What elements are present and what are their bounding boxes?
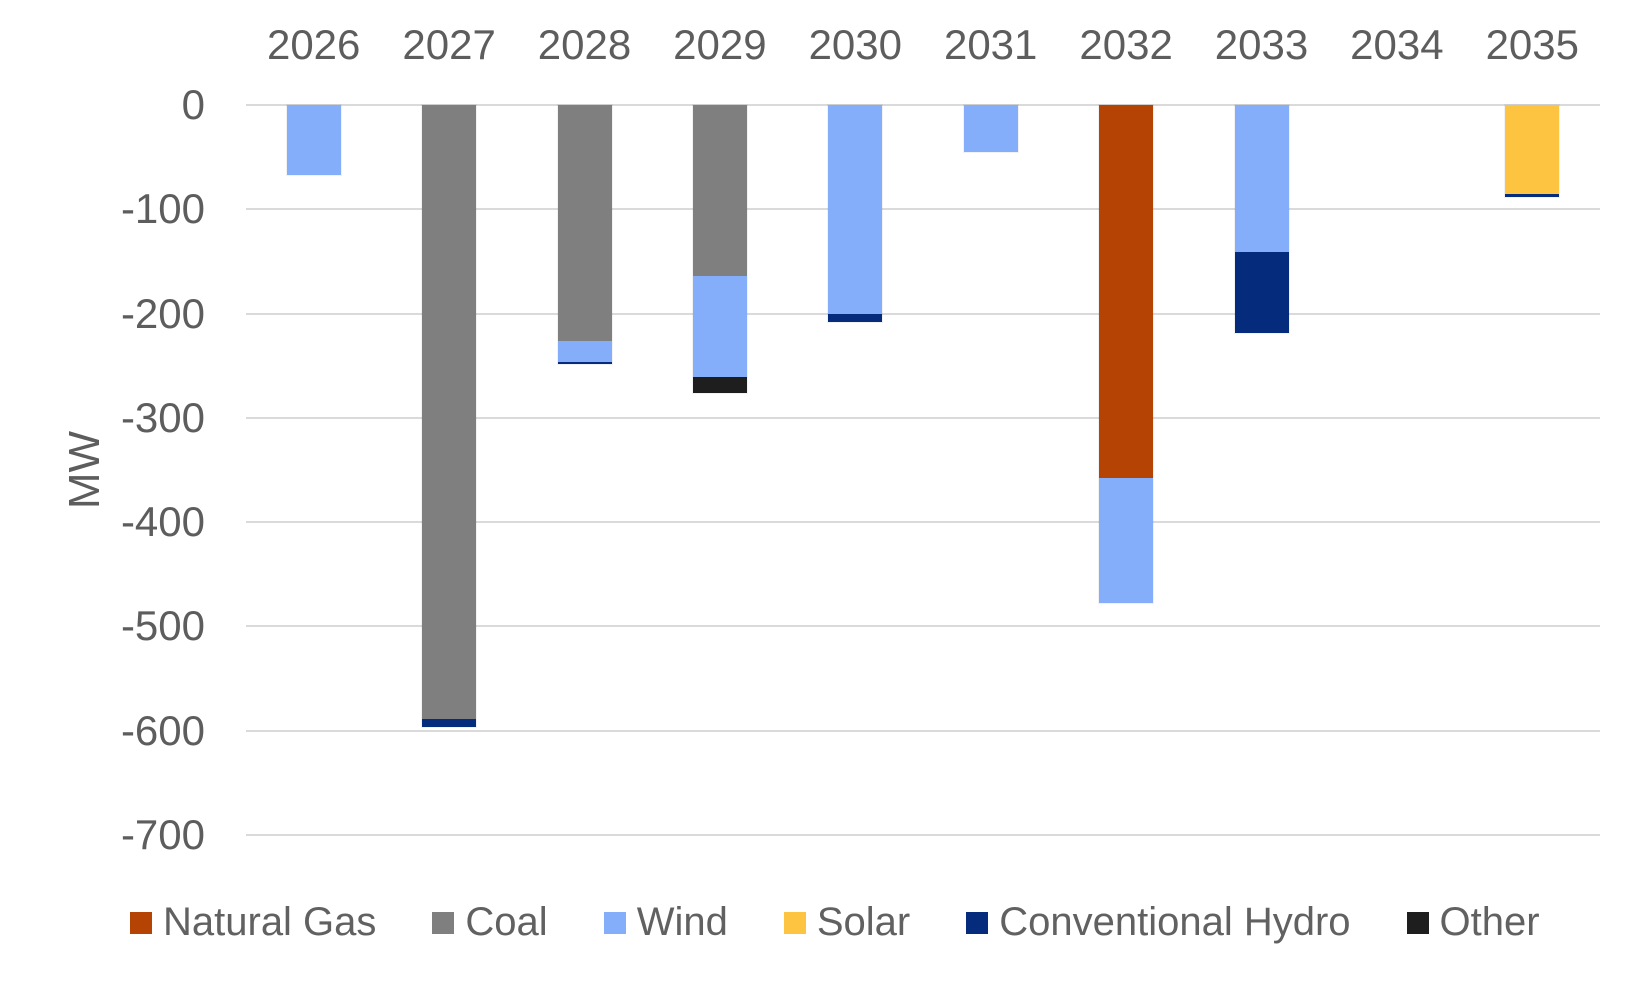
grid-line--200 [246,312,1600,315]
y-tick-label--600: -600 [120,706,205,754]
legend-label: Solar [816,900,911,944]
legend-item-natural-gas: Natural Gas [130,900,376,945]
legend-item-other: Other [1406,900,1540,945]
bar-segment-conventional-hydro-2030 [828,314,883,322]
legend-swatch-icon [130,911,152,934]
bar-segment-wind-2032 [1099,478,1154,603]
x-tick-label-2028: 2028 [537,21,632,68]
bar-segment-wind-2029 [692,276,747,377]
x-tick-label-2029: 2029 [673,21,767,68]
bar-segment-conventional-hydro-2033 [1234,252,1289,333]
legend-label: Conventional Hydro [999,900,1351,944]
legend-item-conventional-hydro: Conventional Hydro [966,900,1351,945]
legend-item-solar: Solar [783,900,911,945]
y-tick-label--200: -200 [120,289,205,337]
bar-segment-wind-2033 [1234,105,1289,252]
x-tick-label-2026: 2026 [266,21,361,68]
grid-line--700 [246,834,1600,836]
legend-item-coal: Coal [432,900,548,945]
bar-stack-2031 [963,105,1018,152]
bar-segment-coal-2027 [422,105,477,719]
bar-stack-2032 [1099,105,1154,603]
legend-label: Other [1439,900,1540,944]
bar-segment-conventional-hydro-2035 [1505,194,1560,197]
bar-stack-2035 [1505,105,1560,197]
legend-swatch-icon [603,911,626,934]
grid-line--400 [246,521,1600,524]
bar-segment-wind-2026 [286,105,341,175]
bar-segment-wind-2028 [557,341,612,362]
x-tick-label-2033: 2033 [1214,21,1309,68]
bar-stack-2028 [557,105,612,364]
grid-line--500 [246,625,1600,628]
bar-stack-2030 [828,105,883,322]
bar-segment-coal-2028 [557,105,612,341]
grid-line--300 [246,416,1600,419]
legend-label: Coal [465,900,548,944]
x-tick-label-2027: 2027 [402,21,496,68]
legend-swatch-icon [432,911,455,934]
bar-stack-2033 [1234,105,1289,333]
legend-swatch-icon [966,911,989,934]
bar-segment-wind-2031 [963,105,1018,152]
bar-segment-coal-2029 [692,105,747,276]
legend-item-wind: Wind [603,900,728,945]
grid-line--600 [246,729,1600,732]
grid-line-0 [246,104,1600,106]
y-tick-label--400: -400 [120,498,205,546]
legend-swatch-icon [783,911,806,934]
bar-segment-solar-2035 [1505,105,1560,194]
y-tick-label--300: -300 [120,393,205,441]
y-tick-label--100: -100 [120,185,205,233]
legend-label: Wind [636,900,728,944]
bar-segment-conventional-hydro-2028 [557,362,612,364]
bar-stack-2029 [692,105,747,393]
x-tick-label-2034: 2034 [1350,21,1444,68]
bar-stack-2027 [422,105,477,727]
x-tick-label-2031: 2031 [943,21,1038,68]
legend-label: Natural Gas [163,900,377,944]
bar-segment-other-2029 [692,377,747,393]
bar-stack-2026 [286,105,341,175]
x-tick-label-2032: 2032 [1079,21,1173,68]
chart-legend: Natural Gas Coal Wind Solar Conventional Hyd… [130,900,1540,945]
legend-swatch-icon [1406,911,1429,934]
x-tick-label-2035: 2035 [1485,21,1580,68]
y-tick-label--700: -700 [120,811,205,858]
x-tick-label-2030: 2030 [808,21,903,68]
grid-line--100 [246,208,1600,211]
bar-segment-conventional-hydro-2027 [422,719,477,727]
y-tick-label-0: 0 [181,81,205,128]
bar-segment-wind-2030 [828,105,883,314]
y-tick-label--500: -500 [120,602,205,650]
bar-segment-natural-gas-2032 [1099,105,1154,478]
